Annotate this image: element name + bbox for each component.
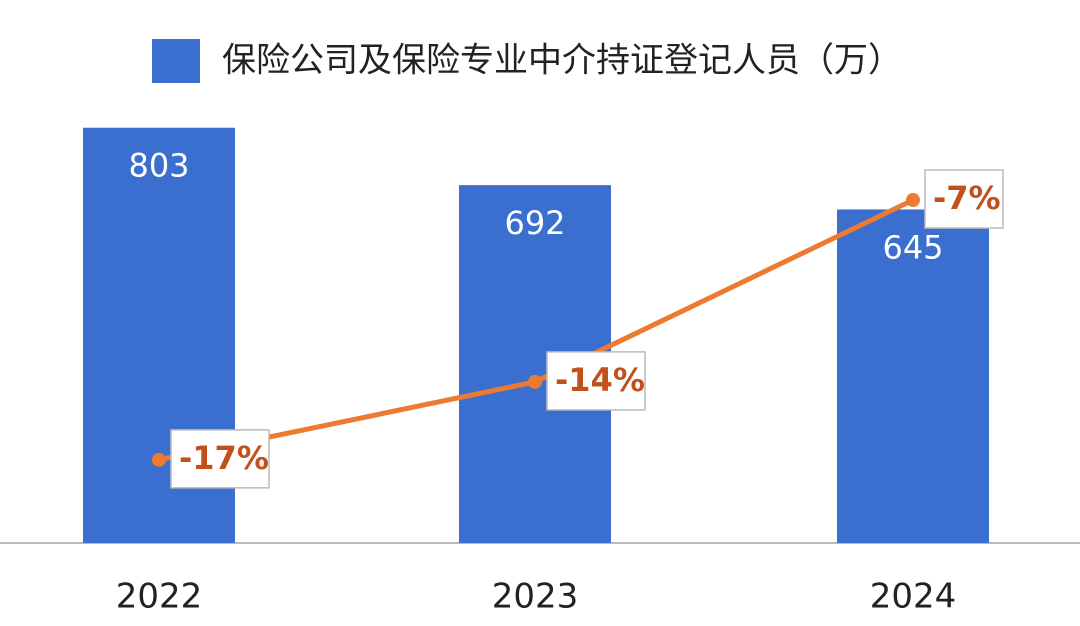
point <box>906 193 920 208</box>
x-tick-label: 2023 <box>492 577 579 617</box>
data-label: 692 <box>504 204 565 242</box>
label-box <box>170 429 270 489</box>
data-label: -17% <box>179 439 269 477</box>
legend-swatch <box>152 39 200 83</box>
point <box>528 374 542 389</box>
data-label: 645 <box>882 228 943 266</box>
legend-label: 保险公司及保险专业中介持证登记人员（万） <box>222 41 902 81</box>
x-tick-label: 2022 <box>116 577 203 617</box>
label-box <box>924 169 1004 229</box>
data-label: -7% <box>933 179 1001 217</box>
data-label: -14% <box>555 361 645 399</box>
bar <box>837 209 989 543</box>
x-tick-label: 2024 <box>870 577 957 617</box>
data-label: 803 <box>128 147 189 185</box>
label-box <box>546 351 646 411</box>
point <box>152 452 166 467</box>
